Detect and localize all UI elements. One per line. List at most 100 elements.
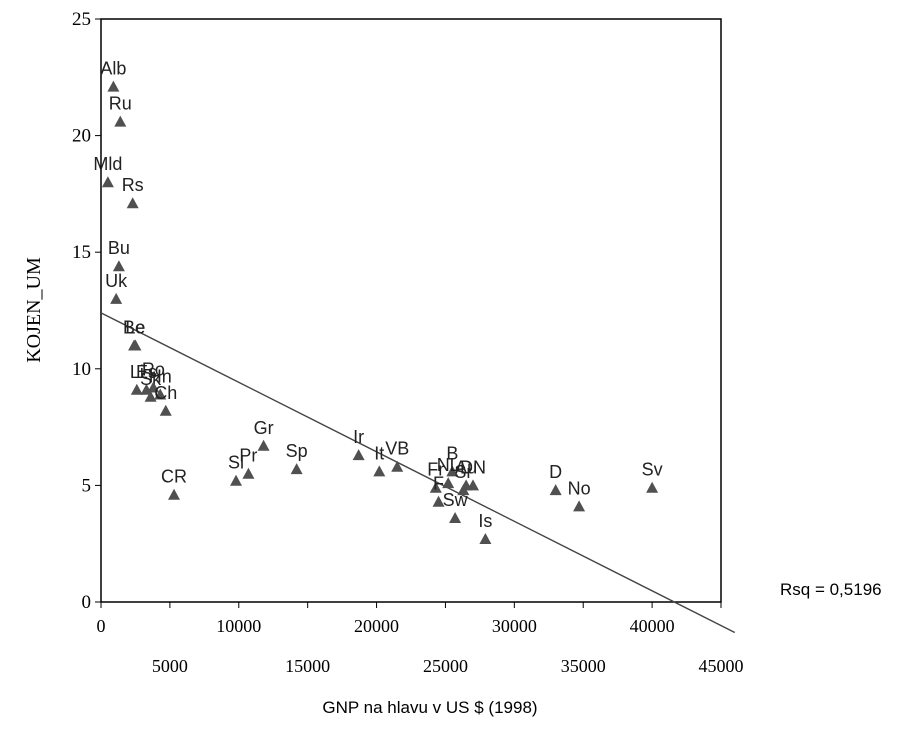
point-label: CR xyxy=(161,467,187,487)
x-tick-label: 5000 xyxy=(152,656,188,676)
x-tick-label: 20000 xyxy=(354,616,399,636)
point-label: Au xyxy=(455,457,477,477)
point-marker xyxy=(112,260,125,272)
x-tick-label: 45000 xyxy=(699,656,744,676)
point-label: Sp xyxy=(286,441,308,461)
point-marker xyxy=(442,477,455,489)
data-point: Hn xyxy=(149,366,172,400)
data-point: B xyxy=(446,443,458,477)
x-tick-label: 30000 xyxy=(492,616,537,636)
point-marker xyxy=(457,484,470,496)
data-point: Sp xyxy=(286,441,308,475)
y-tick-label: 20 xyxy=(72,126,91,147)
point-label: Sv xyxy=(642,460,663,480)
point-label: Hn xyxy=(149,366,172,386)
x-axis-ticks: 0 10000 20000 30000 40000 5000 15000 25000 35000… xyxy=(97,602,744,676)
x-tick-label: 25000 xyxy=(423,656,468,676)
y-tick-label: 5 xyxy=(82,475,92,496)
point-label: Sl xyxy=(228,453,244,473)
data-point: F xyxy=(432,474,445,507)
point-label: Be xyxy=(123,317,145,337)
rsq-label: Rsq = 0,5196 xyxy=(780,580,882,599)
data-point: D xyxy=(549,462,562,496)
plot-frame xyxy=(100,18,722,603)
point-marker xyxy=(646,481,659,493)
point-marker xyxy=(242,467,255,479)
point-label: Gr xyxy=(254,418,274,438)
point-label: Mld xyxy=(93,154,122,174)
point-label: Sr xyxy=(454,462,472,482)
point-marker xyxy=(429,481,442,493)
data-point: Sl xyxy=(228,453,244,486)
point-marker xyxy=(230,474,243,486)
point-label: D xyxy=(549,462,562,482)
point-marker xyxy=(290,463,303,475)
y-tick-label: 25 xyxy=(72,9,91,30)
data-point: DN xyxy=(460,457,486,491)
point-marker xyxy=(147,381,160,393)
x-tick-label: 0 xyxy=(97,616,106,636)
point-label: Es xyxy=(136,362,157,382)
data-point: Ro xyxy=(142,359,165,393)
point-label: Sk xyxy=(140,369,162,389)
point-marker xyxy=(467,479,479,491)
point-label: Ir xyxy=(353,427,364,447)
point-label: Is xyxy=(478,511,492,531)
y-axis-label: KOJEN_UM xyxy=(23,257,45,363)
data-point: Ir xyxy=(352,427,365,461)
point-marker xyxy=(352,449,365,461)
x-tick-label: 10000 xyxy=(216,616,261,636)
data-point: Ch xyxy=(154,383,177,416)
point-label: DN xyxy=(460,457,486,477)
point-marker xyxy=(391,460,404,472)
y-tick-label: 15 xyxy=(72,242,91,263)
data-point: Alb xyxy=(100,59,126,92)
point-marker xyxy=(549,484,562,496)
data-point: CR xyxy=(161,467,187,500)
point-marker xyxy=(154,388,167,400)
point-label: Fr xyxy=(427,460,444,480)
point-label: Le xyxy=(125,317,145,337)
point-marker xyxy=(373,465,386,477)
data-point: Gr xyxy=(254,418,274,451)
point-marker xyxy=(479,533,492,545)
data-point: Fr xyxy=(427,460,444,493)
point-marker xyxy=(107,80,120,92)
x-axis-label: GNP na hlavu v US $ (1998) xyxy=(322,698,537,717)
data-point: Sr xyxy=(454,462,472,496)
data-point: Le xyxy=(125,317,145,351)
point-label: Uk xyxy=(105,271,128,291)
point-marker xyxy=(159,404,172,416)
y-tick-label: 10 xyxy=(72,359,91,380)
data-point: Sk xyxy=(140,369,162,402)
regression-line xyxy=(100,312,736,634)
data-point: Mld xyxy=(93,154,122,188)
point-label: Ch xyxy=(154,383,177,403)
data-point: NL xyxy=(437,455,460,489)
point-label: Pr xyxy=(239,446,257,466)
x-tick-label: 35000 xyxy=(561,656,606,676)
point-label: F xyxy=(433,474,444,494)
point-marker xyxy=(130,383,143,395)
point-label: Li xyxy=(130,362,144,382)
point-label: No xyxy=(568,478,591,498)
y-tick-label: 0 xyxy=(82,592,92,613)
data-point: Li xyxy=(130,362,144,395)
point-label: B xyxy=(446,443,458,463)
point-marker xyxy=(573,500,586,512)
point-label: Ru xyxy=(109,94,132,114)
data-point: Bu xyxy=(108,238,130,272)
point-marker xyxy=(144,390,157,402)
data-point: VB xyxy=(385,439,409,472)
point-label: It xyxy=(374,443,384,463)
y-axis-ticks: 0 5 10 15 20 25 xyxy=(72,9,101,613)
data-point: It xyxy=(373,443,386,477)
point-marker xyxy=(449,512,462,524)
point-marker xyxy=(101,176,114,188)
point-label: Bu xyxy=(108,238,130,258)
point-marker xyxy=(168,488,181,500)
data-point: No xyxy=(568,478,591,512)
data-point: Pr xyxy=(239,446,257,479)
